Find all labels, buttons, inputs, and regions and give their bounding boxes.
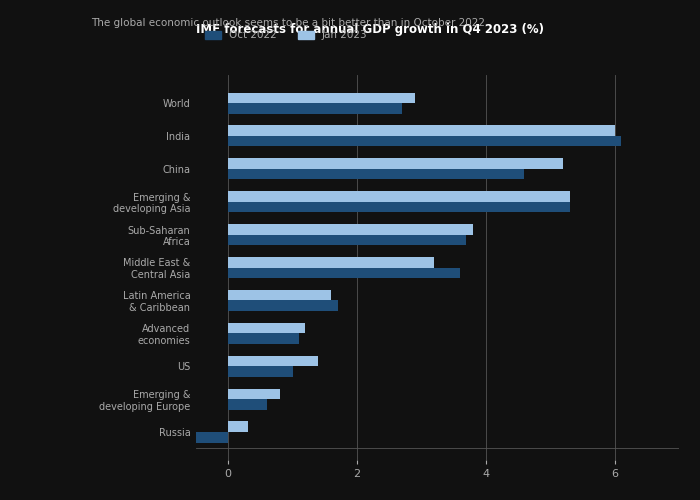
Bar bbox=[228, 290, 331, 300]
Bar bbox=[228, 136, 621, 146]
Text: The global economic outlook seems to be a bit better than in October 2022: The global economic outlook seems to be … bbox=[91, 18, 485, 28]
Bar bbox=[228, 422, 248, 432]
Bar bbox=[228, 323, 305, 334]
Bar bbox=[228, 356, 318, 366]
Bar bbox=[228, 169, 524, 179]
Bar bbox=[228, 126, 615, 136]
Legend: Oct 2022, Jan 2023: Oct 2022, Jan 2023 bbox=[201, 26, 372, 44]
Bar bbox=[228, 268, 460, 278]
Text: IMF forecasts for annual GDP growth in Q4 2023 (%): IMF forecasts for annual GDP growth in Q… bbox=[196, 24, 544, 36]
Bar bbox=[228, 158, 563, 169]
Bar bbox=[228, 399, 267, 409]
Bar bbox=[228, 388, 280, 399]
Bar bbox=[228, 300, 337, 311]
Bar bbox=[228, 92, 415, 103]
Bar bbox=[228, 257, 434, 268]
Bar bbox=[228, 366, 293, 376]
Bar bbox=[228, 103, 402, 114]
Bar bbox=[228, 202, 570, 212]
Bar bbox=[80, 432, 228, 442]
Bar bbox=[228, 334, 299, 344]
Bar bbox=[228, 224, 473, 234]
Bar bbox=[228, 234, 466, 245]
Bar bbox=[228, 191, 570, 202]
